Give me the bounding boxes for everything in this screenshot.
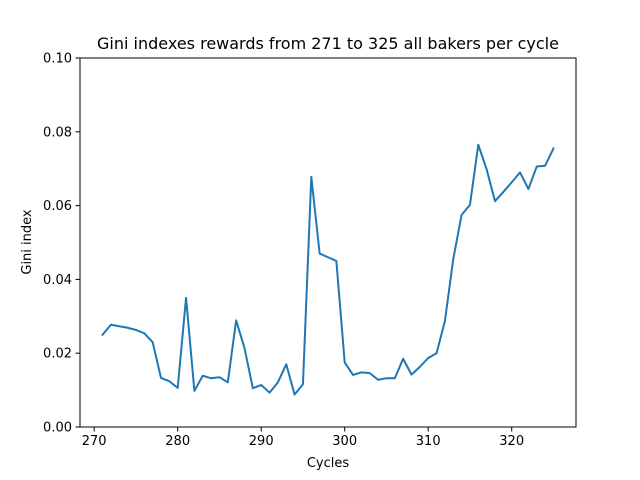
axes-frame <box>79 57 577 428</box>
y-tick-label: 0.02 <box>43 347 72 362</box>
x-tick-label: 310 <box>416 434 441 449</box>
y-axis-label: Gini index <box>20 209 35 275</box>
y-tick-label: 0.00 <box>43 421 72 436</box>
x-tick-label: 300 <box>332 434 357 449</box>
x-tick-label: 270 <box>82 434 107 449</box>
series-line-0 <box>101 143 555 396</box>
x-tick-label: 290 <box>249 434 274 449</box>
y-tick-label: 0.06 <box>43 199 72 214</box>
y-tick-label: 0.08 <box>43 125 72 140</box>
x-tick-label: 320 <box>499 434 524 449</box>
chart-title: Gini indexes rewards from 271 to 325 all… <box>97 34 559 53</box>
y-tick-label: 0.04 <box>43 273 72 288</box>
x-axis-label: Cycles <box>307 456 350 471</box>
x-tick-label: 280 <box>165 434 190 449</box>
plot-area: 270 280 290 300 310 320 0.00 0.02 0.04 0.06 0.08 0.… <box>43 52 577 449</box>
y-tick-label: 0.10 <box>43 52 72 67</box>
